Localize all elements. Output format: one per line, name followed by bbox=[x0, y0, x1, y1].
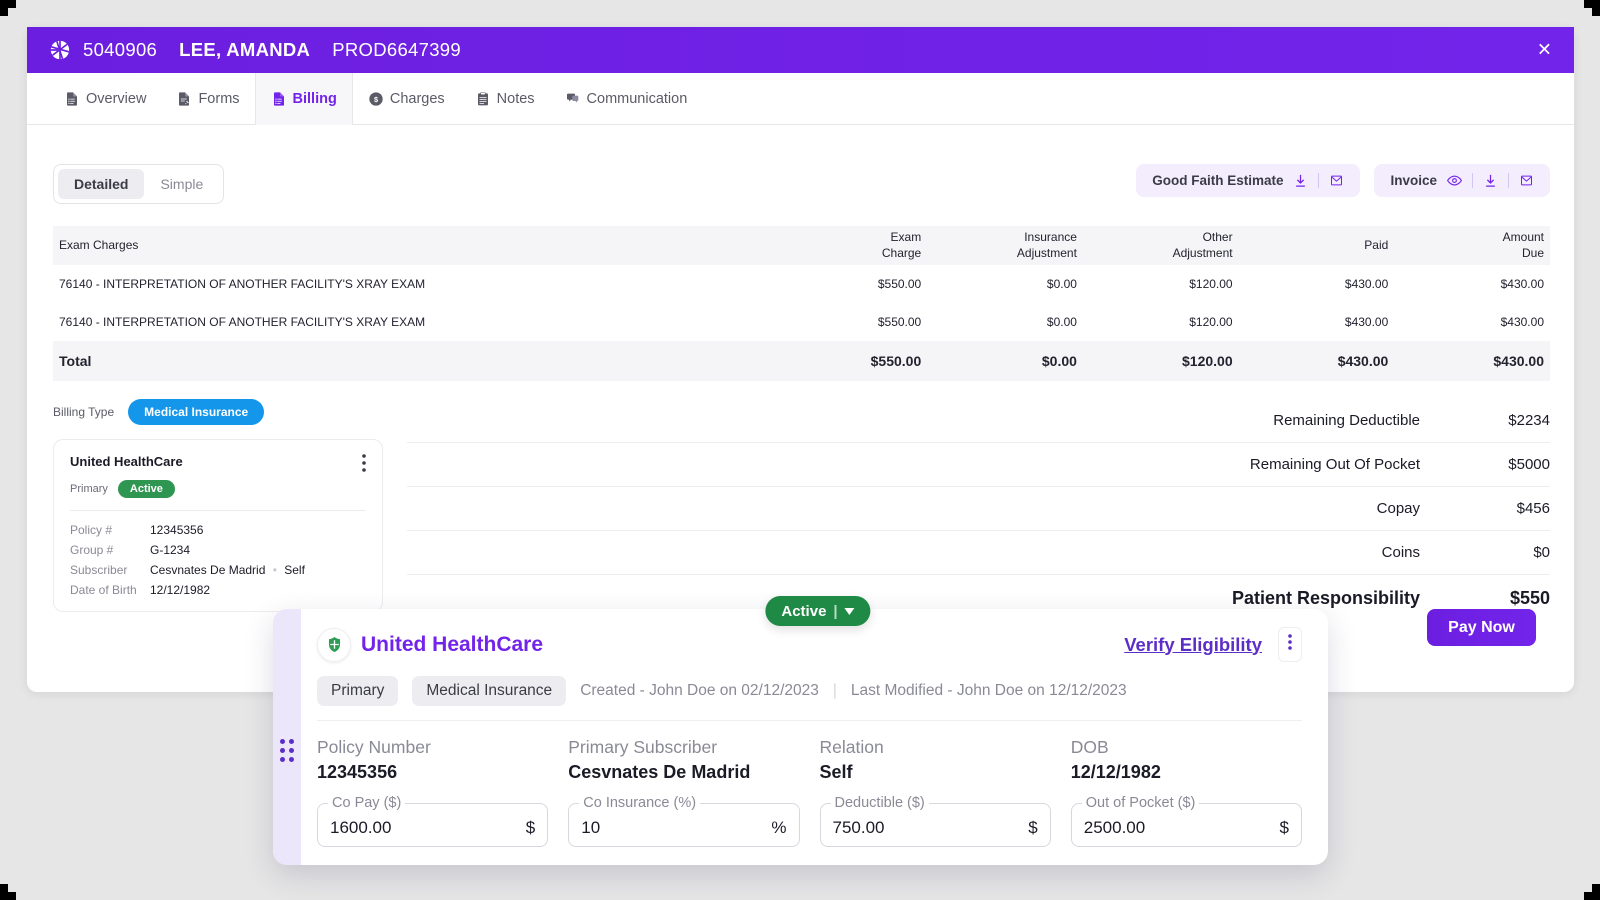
svg-text:$: $ bbox=[374, 95, 378, 104]
